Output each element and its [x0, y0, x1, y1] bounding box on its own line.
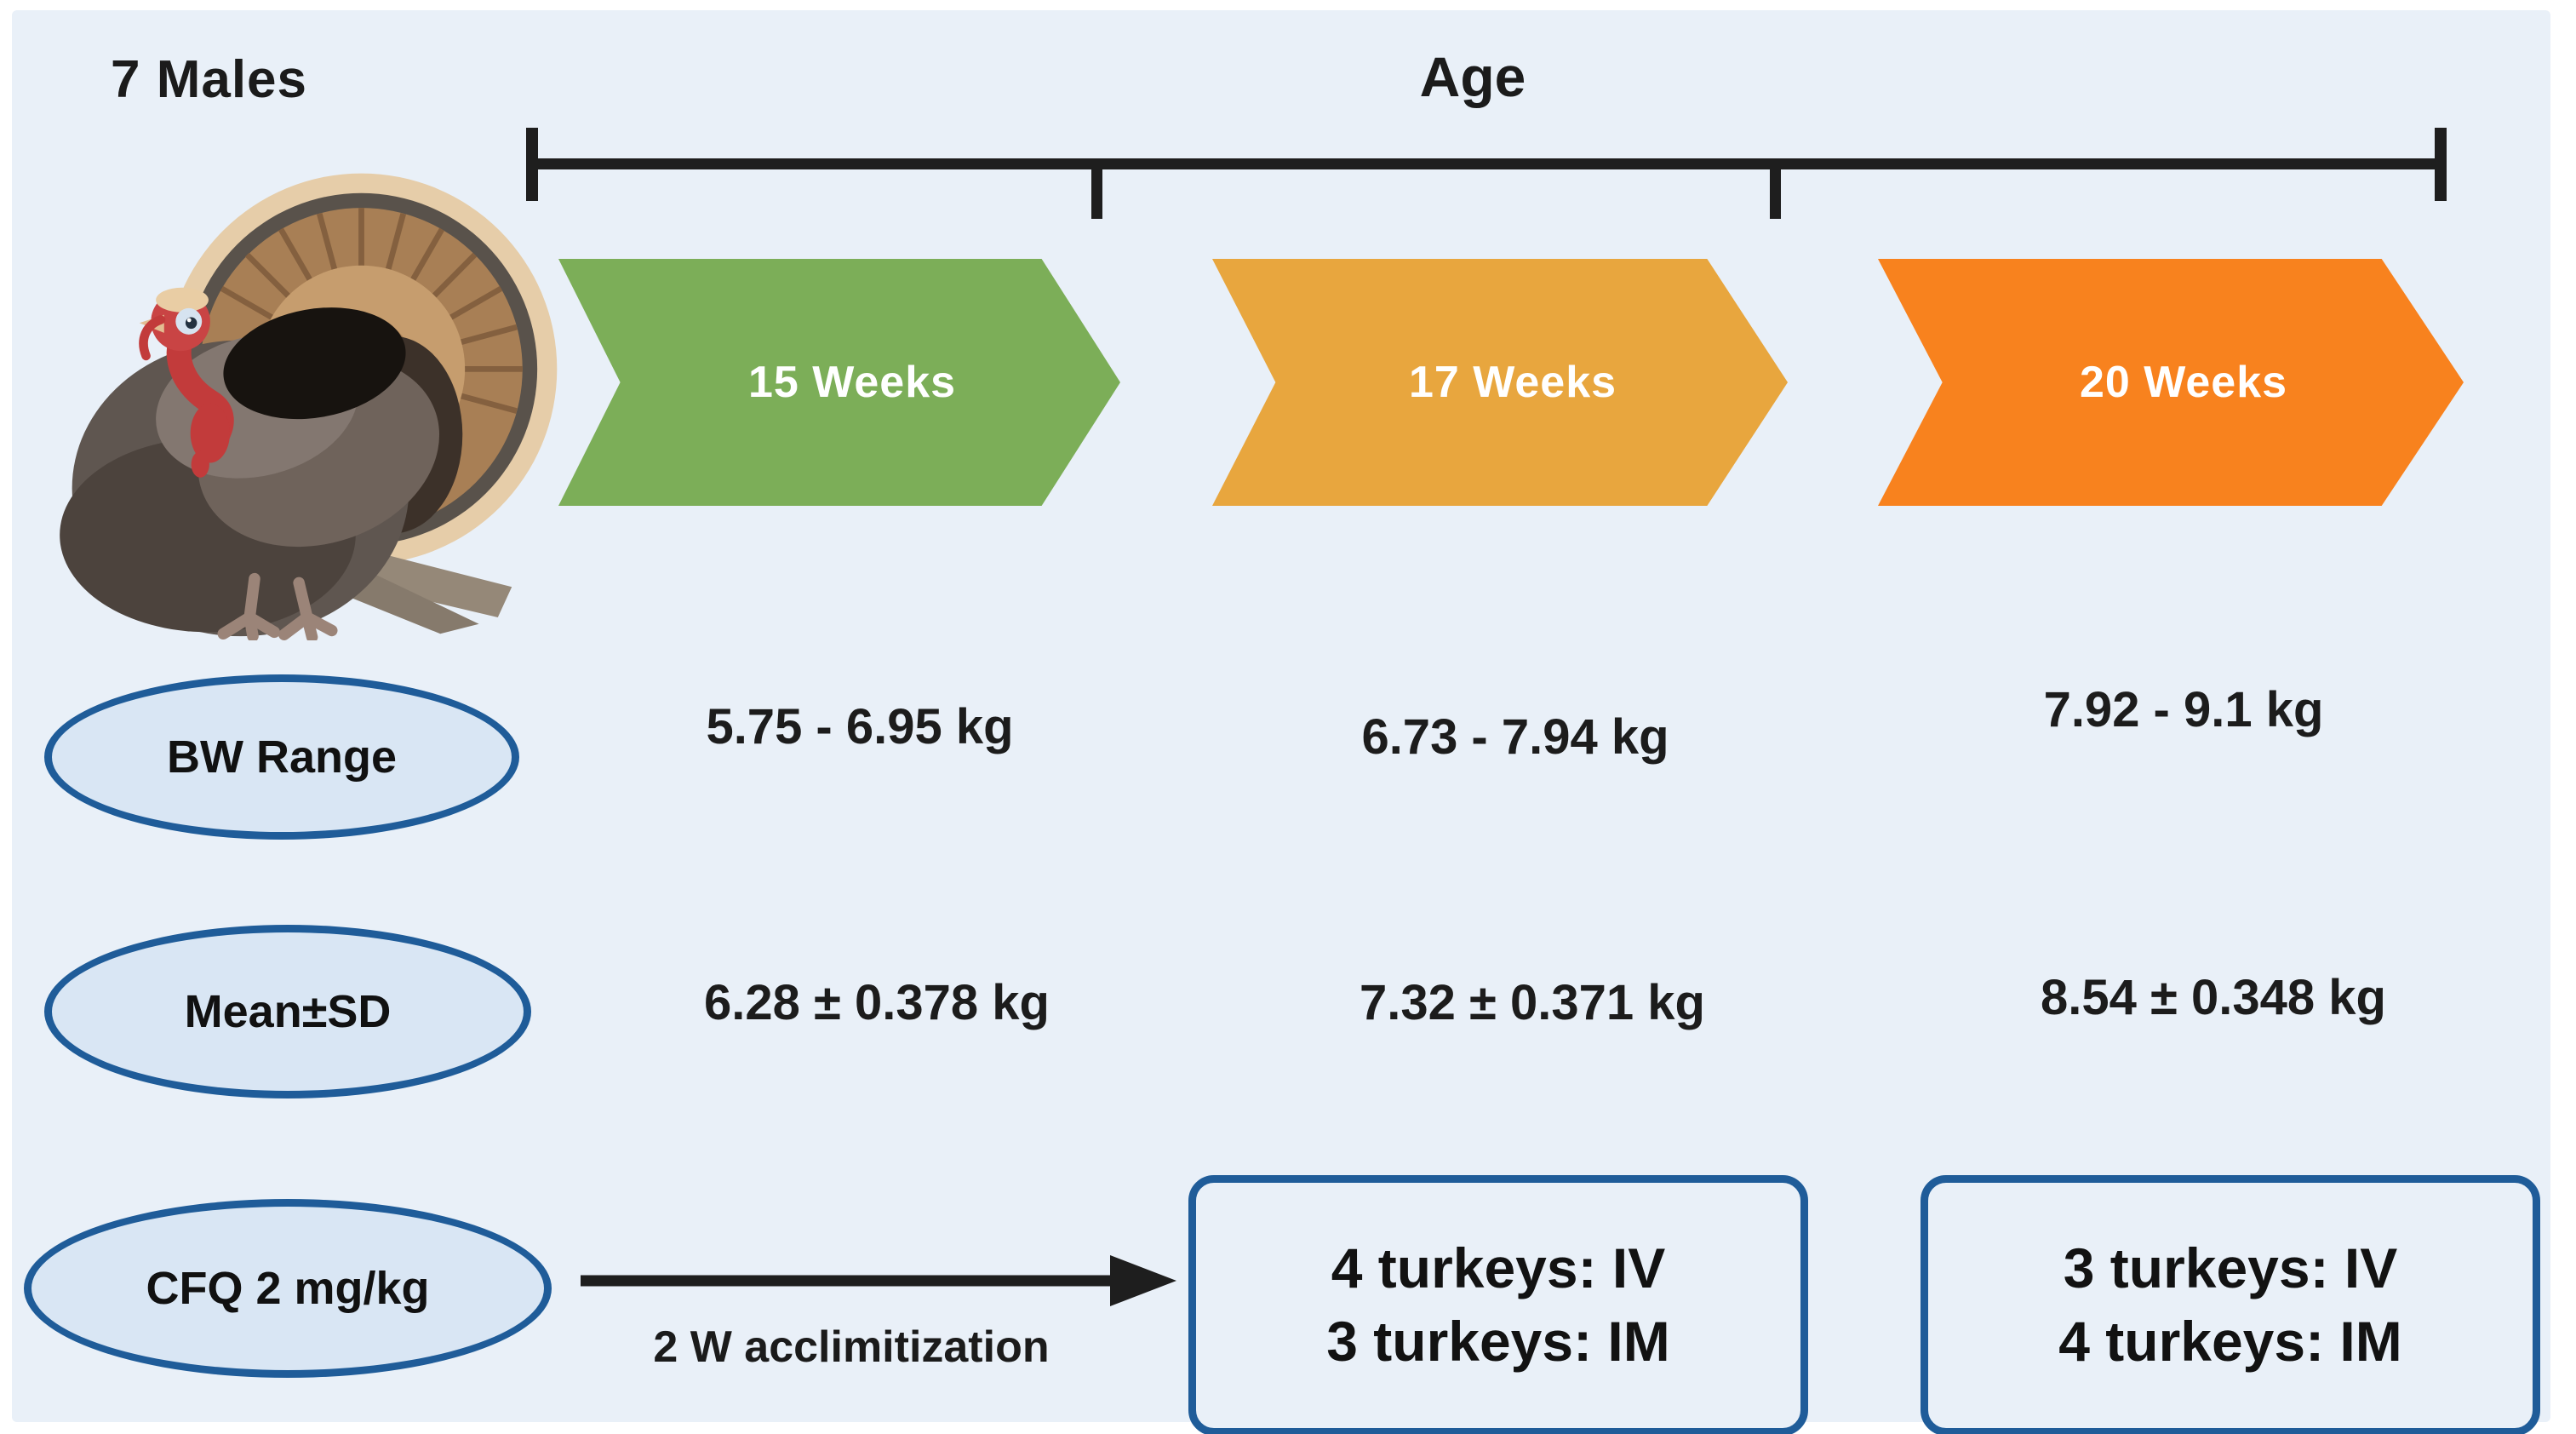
stage-label-17-weeks: 17 Weeks	[1408, 358, 1617, 407]
mean-sd-value-15-weeks: 6.28 ± 0.378 kg	[704, 975, 1050, 1030]
subjects-count-label: 7 Males	[111, 50, 308, 109]
timeline-mid-tick-1	[1091, 164, 1102, 219]
acclimatization-label: 2 W acclimitization	[653, 1322, 1050, 1372]
age-timeline-line	[532, 158, 2444, 169]
cfq-dose-oval: CFQ 2 mg/kg	[24, 1199, 552, 1378]
bw-range-value-17-weeks: 6.73 - 7.94 kg	[1361, 709, 1669, 765]
stage-label-15-weeks: 15 Weeks	[747, 358, 957, 407]
dosing-line-iv: 3 turkeys: IV	[2063, 1236, 2398, 1300]
bw-range-oval: BW Range	[44, 674, 519, 840]
bw-range-value-15-weeks: 5.75 - 6.95 kg	[706, 699, 1014, 754]
stage-label-20-weeks: 20 Weeks	[2079, 358, 2288, 407]
bw-range-value-20-weeks: 7.92 - 9.1 kg	[2043, 682, 2324, 737]
dosing-box-17-weeks: 4 turkeys: IV 3 turkeys: IM	[1188, 1175, 1808, 1434]
turkey-body	[60, 307, 463, 637]
turkey-head	[139, 287, 234, 478]
bw-range-label: BW Range	[167, 731, 397, 783]
stage-chevron-20-weeks: 20 Weeks	[1878, 259, 2464, 506]
mean-sd-value-20-weeks: 8.54 ± 0.348 kg	[2041, 970, 2386, 1025]
mean-sd-label: Mean±SD	[184, 986, 392, 1037]
age-axis-title: Age	[1419, 45, 1526, 108]
stage-chevron-15-weeks: 15 Weeks	[558, 259, 1120, 506]
dosing-box-20-weeks: 3 turkeys: IV 4 turkeys: IM	[1921, 1175, 2540, 1434]
turkey-legs	[217, 572, 338, 640]
stage-chevron-17-weeks: 17 Weeks	[1212, 259, 1788, 506]
timeline-left-end-tick	[526, 128, 538, 201]
cfq-dose-label: CFQ 2 mg/kg	[146, 1263, 430, 1314]
dosing-line-im: 4 turkeys: IM	[2058, 1310, 2402, 1373]
timeline-right-end-tick	[2435, 128, 2447, 201]
right-arrow-icon	[581, 1255, 1176, 1306]
dosing-line-im: 3 turkeys: IM	[1326, 1310, 1670, 1373]
mean-sd-value-17-weeks: 7.32 ± 0.371 kg	[1360, 975, 1705, 1030]
timeline-mid-tick-2	[1770, 164, 1781, 219]
turkey-icon	[60, 173, 558, 640]
mean-sd-oval: Mean±SD	[44, 925, 531, 1098]
dosing-line-iv: 4 turkeys: IV	[1331, 1236, 1666, 1300]
